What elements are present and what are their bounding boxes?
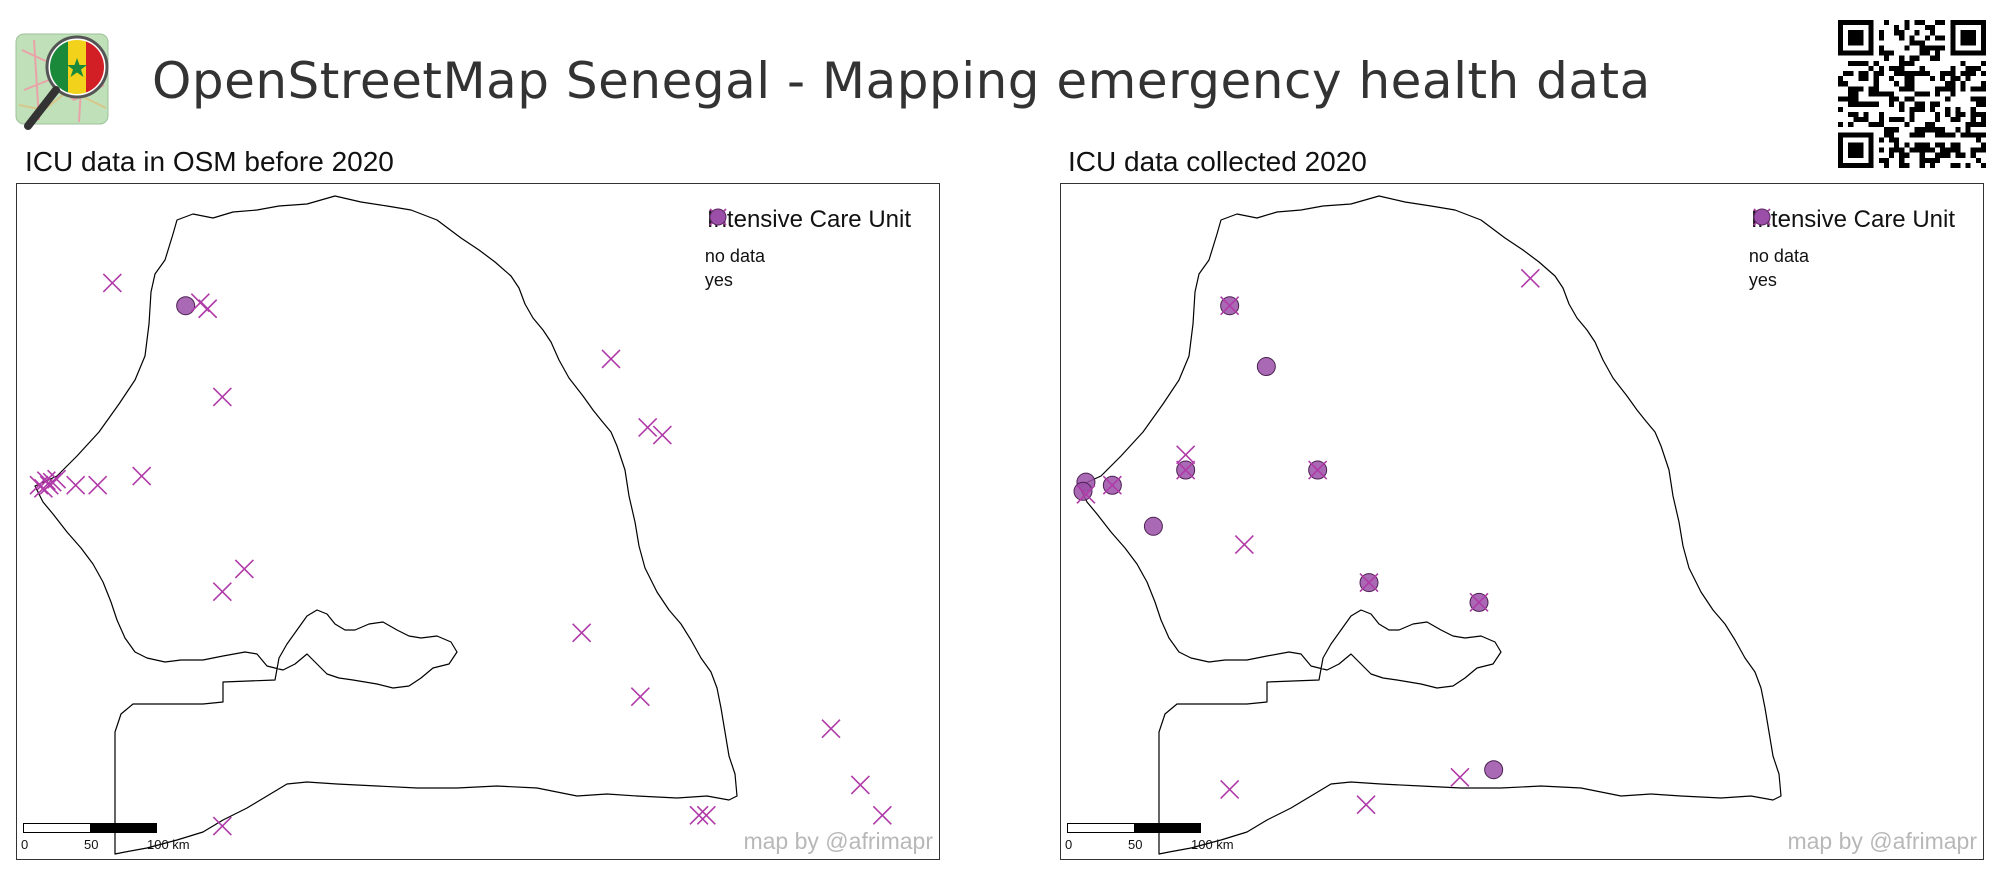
icu-no-data-marker[interactable] xyxy=(638,417,658,437)
legend-label: yes xyxy=(704,269,733,290)
icu-no-data-marker[interactable] xyxy=(212,816,232,836)
icu-no-data-marker[interactable] xyxy=(572,623,592,643)
qr-code-icon xyxy=(1838,20,1986,168)
icu-no-data-marker[interactable] xyxy=(1220,296,1240,316)
panel-title-collected-2020: ICU data collected 2020 xyxy=(1068,146,1367,177)
map-credit: map by @afrimapr xyxy=(1787,828,1977,854)
scale-segment-white xyxy=(23,823,91,833)
icu-yes-marker[interactable] xyxy=(1143,516,1163,536)
icu-no-data-marker[interactable] xyxy=(601,349,621,369)
icu-no-data-marker[interactable] xyxy=(33,478,53,498)
legend-item-no-data: no data xyxy=(1748,208,1955,268)
scale-bar: 0 50 100 km xyxy=(1065,819,1257,853)
map-collected-2020[interactable]: Intensive Care Unit no data yes 0 50 100… xyxy=(1060,183,1984,860)
icu-no-data-marker[interactable] xyxy=(190,293,210,313)
circle-symbol-icon xyxy=(1753,208,1771,226)
circle-symbol-icon xyxy=(709,208,727,226)
legend: Intensive Care Unit no data yes xyxy=(704,206,911,292)
map-canvas[interactable] xyxy=(1061,184,1984,860)
osm-senegal-logo-icon xyxy=(14,30,124,135)
legend-item-yes: yes xyxy=(704,208,911,292)
scale-label-100km: 100 km xyxy=(1191,837,1234,852)
icu-no-data-marker[interactable] xyxy=(102,273,122,293)
panel-title-before-2020: ICU data in OSM before 2020 xyxy=(25,146,394,177)
scale-segment-black xyxy=(90,823,157,833)
scale-label-0: 0 xyxy=(1065,837,1073,852)
legend-label: no data xyxy=(1748,245,1809,266)
legend-title: Intensive Care Unit xyxy=(706,206,911,233)
icu-no-data-marker[interactable] xyxy=(1102,475,1122,495)
icu-no-data-marker[interactable] xyxy=(132,466,152,486)
icu-no-data-marker[interactable] xyxy=(88,475,108,495)
scale-bar: 0 50 100 km xyxy=(21,819,213,853)
scale-segment-white xyxy=(1067,823,1135,833)
icu-no-data-marker[interactable] xyxy=(1176,460,1196,480)
icu-no-data-marker[interactable] xyxy=(66,475,86,495)
icu-no-data-marker[interactable] xyxy=(1450,767,1470,787)
scale-label-100km: 100 km xyxy=(147,837,190,852)
map-canvas[interactable] xyxy=(17,184,940,860)
icu-no-data-marker[interactable] xyxy=(234,559,254,579)
icu-yes-marker[interactable] xyxy=(1256,357,1276,377)
icu-no-data-marker[interactable] xyxy=(1076,484,1096,504)
icu-no-data-marker[interactable] xyxy=(1176,445,1196,465)
icu-no-data-marker[interactable] xyxy=(689,805,709,825)
icu-no-data-marker[interactable] xyxy=(1359,573,1379,593)
icu-no-data-marker[interactable] xyxy=(212,387,232,407)
senegal-boundary xyxy=(34,195,738,855)
legend-label: yes xyxy=(1748,269,1777,290)
icu-no-data-marker[interactable] xyxy=(42,472,62,492)
icu-no-data-marker[interactable] xyxy=(1308,460,1328,480)
page-title: OpenStreetMap Senegal - Mapping emergenc… xyxy=(152,52,1651,110)
icu-no-data-marker[interactable] xyxy=(47,469,67,489)
legend-item-yes: yes xyxy=(1748,208,1955,292)
icu-no-data-marker[interactable] xyxy=(821,719,841,739)
legend-label: no data xyxy=(704,245,765,266)
icu-no-data-marker[interactable] xyxy=(198,299,218,319)
icu-no-data-marker[interactable] xyxy=(630,687,650,707)
icu-no-data-marker[interactable] xyxy=(1520,268,1540,288)
map-credit: map by @afrimapr xyxy=(743,828,933,854)
icu-no-data-marker[interactable] xyxy=(1220,779,1240,800)
scale-label-50: 50 xyxy=(1128,837,1143,852)
map-before-2020[interactable]: Intensive Care Unit no data yes 0 50 100… xyxy=(16,183,940,860)
icu-no-data-marker[interactable] xyxy=(1234,534,1254,555)
icu-no-data-marker[interactable] xyxy=(212,582,232,602)
icu-no-data-marker[interactable] xyxy=(872,805,892,825)
icu-yes-marker[interactable] xyxy=(176,296,196,316)
icu-no-data-marker[interactable] xyxy=(652,425,672,445)
icu-no-data-marker[interactable] xyxy=(1469,592,1489,612)
icu-no-data-marker[interactable] xyxy=(850,775,870,795)
scale-label-50: 50 xyxy=(84,837,99,852)
icu-no-data-marker[interactable] xyxy=(696,805,716,825)
senegal-boundary xyxy=(1078,195,1782,855)
legend: Intensive Care Unit no data yes xyxy=(1748,206,1955,292)
legend-item-no-data: no data xyxy=(704,208,911,268)
icu-yes-marker[interactable] xyxy=(1484,760,1504,780)
scale-label-0: 0 xyxy=(21,837,29,852)
legend-title: Intensive Care Unit xyxy=(1750,206,1955,233)
scale-segment-black xyxy=(1134,823,1201,833)
icu-no-data-marker[interactable] xyxy=(1356,795,1376,815)
